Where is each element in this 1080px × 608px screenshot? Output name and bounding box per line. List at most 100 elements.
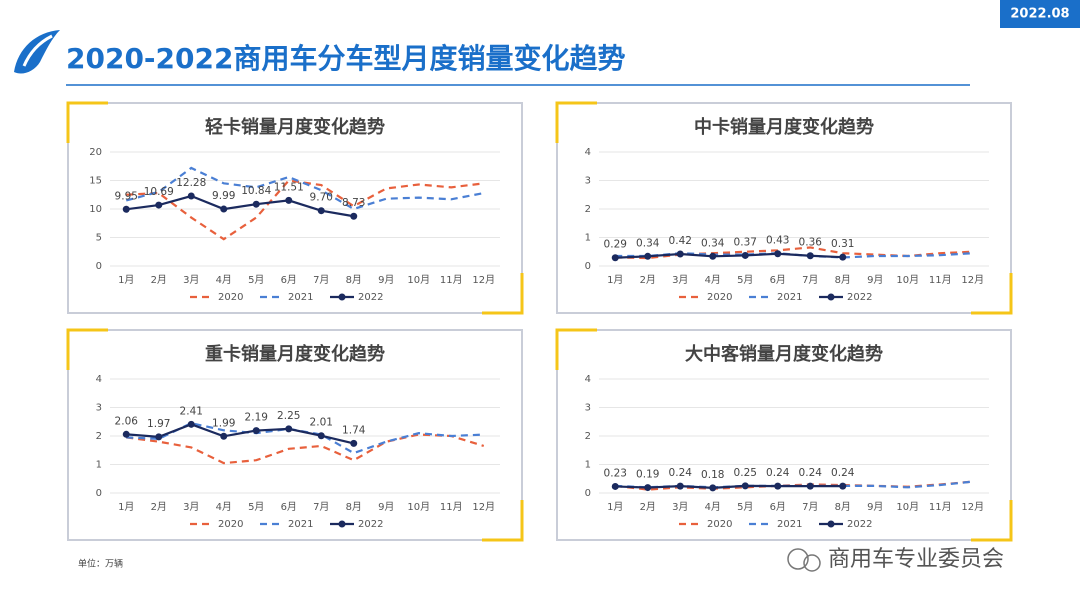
data-label: 0.24 <box>669 467 693 479</box>
date: 2022.08 <box>1010 7 1069 22</box>
data-label: 8.73 <box>342 197 365 209</box>
data-label: 2.01 <box>310 417 333 429</box>
y-tick-label: 3 <box>585 176 591 187</box>
x-tick-label: 12月 <box>472 274 495 286</box>
x-tick-label: 9月 <box>378 274 394 286</box>
y-tick-label: 4 <box>96 374 102 385</box>
point <box>839 253 847 261</box>
point <box>709 252 717 260</box>
panel-accent <box>971 273 1013 315</box>
data-label: 2.25 <box>277 410 300 422</box>
x-tick-label: 2月 <box>640 501 656 513</box>
y-tick-label: 4 <box>585 374 591 385</box>
data-label: 1.74 <box>342 424 366 436</box>
y-tick-label: 3 <box>585 403 591 414</box>
x-tick-label: 10月 <box>896 501 919 513</box>
x-tick-label: 9月 <box>867 501 883 513</box>
x-tick-label: 9月 <box>867 274 883 286</box>
legend-label: 2020 <box>707 292 732 303</box>
chart-title: 重卡销量月度变化趋势 <box>205 343 385 365</box>
panel <box>556 102 1012 314</box>
panel <box>556 329 1012 541</box>
y-tick-label: 0 <box>96 488 102 499</box>
legend-marker <box>338 520 346 528</box>
panel-accent <box>971 500 1013 542</box>
data-label: 0.24 <box>799 467 823 479</box>
data-label: 0.18 <box>701 469 724 481</box>
series-line <box>615 484 843 489</box>
x-tick-label: 4月 <box>216 274 232 286</box>
point <box>709 484 717 492</box>
point <box>741 482 749 490</box>
x-tick-label: 5月 <box>737 501 753 513</box>
x-tick-label: 6月 <box>770 501 786 513</box>
wechat-icon <box>787 548 809 570</box>
x-tick-label: 12月 <box>961 274 984 286</box>
point <box>611 482 619 490</box>
x-tick-label: 1月 <box>607 274 623 286</box>
data-label: 0.31 <box>831 238 854 250</box>
data-label: 0.25 <box>734 467 757 479</box>
x-tick-label: 9月 <box>378 501 394 513</box>
legend-label: 2020 <box>218 519 243 530</box>
y-tick-label: 0 <box>96 261 102 272</box>
x-tick-label: 11月 <box>440 501 463 513</box>
point <box>252 427 260 435</box>
wechat-icon <box>803 554 821 572</box>
date-badge <box>1000 0 1080 28</box>
y-tick-label: 10 <box>89 204 102 215</box>
data-label: 0.34 <box>636 237 660 249</box>
panel-accent <box>555 328 597 370</box>
x-tick-label: 8月 <box>835 274 851 286</box>
page-title: 2020-2022商用车分车型月度销量变化趋势 <box>66 42 625 75</box>
y-tick-label: 20 <box>89 147 102 158</box>
point <box>806 482 814 490</box>
x-tick-label: 12月 <box>961 501 984 513</box>
x-tick-label: 10月 <box>896 274 919 286</box>
series-line <box>126 433 485 465</box>
data-label: 0.19 <box>636 469 659 481</box>
series-line <box>126 194 354 218</box>
point <box>252 200 260 208</box>
x-tick-label: 1月 <box>118 501 134 513</box>
y-tick-label: 0 <box>585 261 591 272</box>
data-label: 11.51 <box>274 181 304 193</box>
x-tick-label: 10月 <box>407 501 430 513</box>
point <box>774 250 782 258</box>
point <box>741 251 749 259</box>
x-tick-label: 4月 <box>216 501 232 513</box>
x-tick-label: 7月 <box>313 501 329 513</box>
x-tick-label: 7月 <box>802 501 818 513</box>
x-tick-label: 7月 <box>802 274 818 286</box>
x-tick-label: 12月 <box>472 501 495 513</box>
panel-accent <box>555 101 597 143</box>
y-tick-label: 1 <box>585 233 591 244</box>
legend-label: 2020 <box>218 292 243 303</box>
x-tick-label: 3月 <box>672 274 688 286</box>
x-tick-label: 5月 <box>737 274 753 286</box>
legend-label: 2020 <box>707 519 732 530</box>
point <box>839 482 847 490</box>
data-label: 9.95 <box>115 190 138 202</box>
point <box>676 482 684 490</box>
data-label: 2.19 <box>245 412 268 424</box>
y-tick-label: 4 <box>585 147 591 158</box>
data-label: 0.24 <box>831 467 855 479</box>
data-label: 10.69 <box>144 186 174 198</box>
x-tick-label: 11月 <box>929 274 952 286</box>
data-label: 0.43 <box>766 235 789 247</box>
x-tick-label: 6月 <box>281 501 297 513</box>
legend-label: 2021 <box>777 292 802 303</box>
x-tick-label: 8月 <box>835 501 851 513</box>
legend-label: 2022 <box>847 519 872 530</box>
y-tick-label: 5 <box>96 233 102 244</box>
point <box>155 201 163 209</box>
x-tick-label: 3月 <box>183 501 199 513</box>
point <box>285 425 293 433</box>
legend-label: 2022 <box>358 519 383 530</box>
series-line <box>615 252 843 259</box>
x-tick-label: 8月 <box>346 274 362 286</box>
point <box>220 205 228 213</box>
data-label: 0.42 <box>669 235 692 247</box>
